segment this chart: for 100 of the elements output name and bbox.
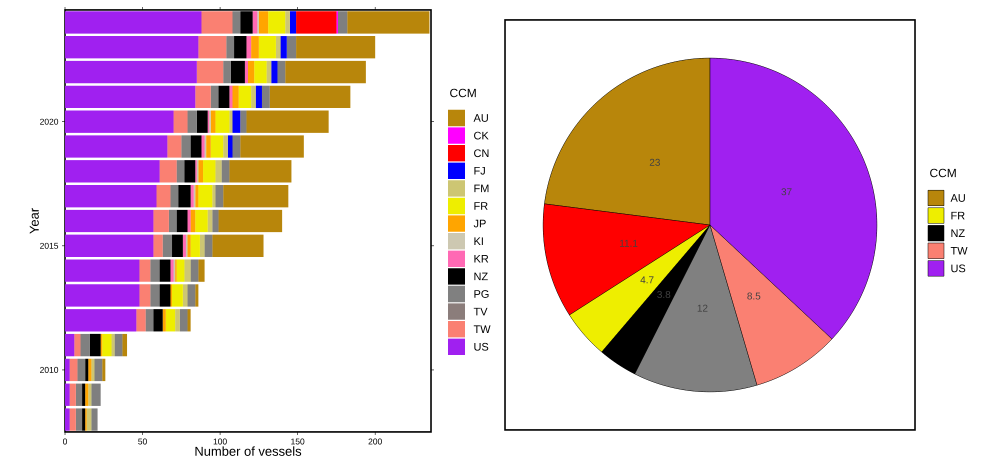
bar [180, 309, 188, 332]
y-tick-label: 2020 [40, 118, 58, 125]
bar [190, 184, 194, 208]
bar [240, 135, 304, 158]
bar [268, 11, 286, 34]
bar [94, 358, 102, 382]
bar [86, 408, 92, 431]
bar [200, 234, 205, 257]
bar [80, 334, 90, 356]
x-tick-label: 50 [138, 438, 147, 444]
data-label: 37 [781, 188, 792, 196]
bar [266, 60, 272, 84]
bar [65, 160, 160, 183]
bar [65, 210, 154, 232]
bar [65, 334, 74, 356]
bar [174, 110, 188, 133]
bar [65, 184, 157, 208]
bar [226, 36, 234, 58]
bar [188, 210, 191, 232]
bar [166, 309, 176, 332]
bar [182, 284, 188, 307]
bar [153, 210, 169, 232]
bar [201, 135, 205, 158]
bar [195, 210, 208, 232]
bar [167, 135, 182, 158]
bar [223, 184, 288, 208]
bar [215, 110, 230, 133]
bar [150, 259, 160, 282]
bar [65, 408, 70, 431]
bar [290, 11, 296, 34]
bar [181, 135, 191, 158]
bar [70, 358, 78, 382]
bar [198, 259, 205, 282]
bar [198, 184, 212, 208]
bar [82, 384, 86, 406]
bar [65, 284, 140, 307]
bar [277, 60, 286, 84]
bar [196, 60, 224, 84]
bar [208, 210, 212, 232]
bar [176, 210, 188, 232]
bar [88, 358, 92, 382]
bar [153, 234, 163, 257]
bar [190, 135, 202, 158]
bar [150, 284, 160, 307]
legend-label: FM [474, 184, 488, 192]
legend-label: FJ [474, 166, 485, 175]
bar [222, 160, 230, 183]
bar [218, 86, 230, 108]
bar [76, 384, 82, 406]
bar [76, 408, 82, 431]
bar [251, 86, 256, 108]
bar [112, 334, 115, 356]
bar [139, 284, 150, 307]
data-label: 3.8 [657, 290, 670, 298]
bar [162, 234, 172, 257]
bar [172, 234, 183, 257]
legend-label: NZ [474, 272, 488, 280]
legend-label: KR [474, 255, 488, 263]
legend-label: AU [950, 194, 965, 202]
bar [188, 234, 191, 257]
bar [77, 358, 86, 382]
bar [246, 110, 329, 133]
bar [182, 234, 186, 257]
x-tick-label: 100 [214, 438, 227, 444]
legend-label: CN [474, 149, 488, 158]
bar [65, 110, 174, 133]
bar [203, 160, 216, 183]
bar [172, 284, 183, 307]
bar [65, 309, 136, 332]
bar [102, 358, 106, 382]
bar [256, 86, 262, 108]
legend-label: TW [474, 325, 491, 333]
legend-label: US [474, 342, 488, 351]
bar [270, 86, 350, 108]
bar [286, 36, 296, 58]
bar [223, 135, 228, 158]
data-label: 8.5 [747, 292, 760, 300]
legend-label: FR [474, 202, 488, 210]
bar [251, 36, 259, 58]
bar [210, 110, 216, 133]
bar [153, 309, 163, 332]
bar [190, 210, 196, 232]
bar [146, 309, 154, 332]
bar [206, 135, 211, 158]
bar [65, 36, 198, 58]
y-tick-label: 2010 [40, 366, 58, 373]
bar [347, 11, 430, 34]
bar [232, 11, 240, 34]
bar [195, 86, 211, 108]
bar [262, 86, 270, 108]
legend-label: PG [474, 290, 489, 298]
bar [285, 11, 290, 34]
bar [176, 160, 184, 183]
bar [204, 234, 212, 257]
bar [190, 234, 200, 257]
bar [168, 210, 177, 232]
bar [160, 160, 177, 183]
bar [338, 11, 348, 34]
y-tick-label: 2015 [40, 242, 58, 249]
bar [198, 160, 204, 183]
